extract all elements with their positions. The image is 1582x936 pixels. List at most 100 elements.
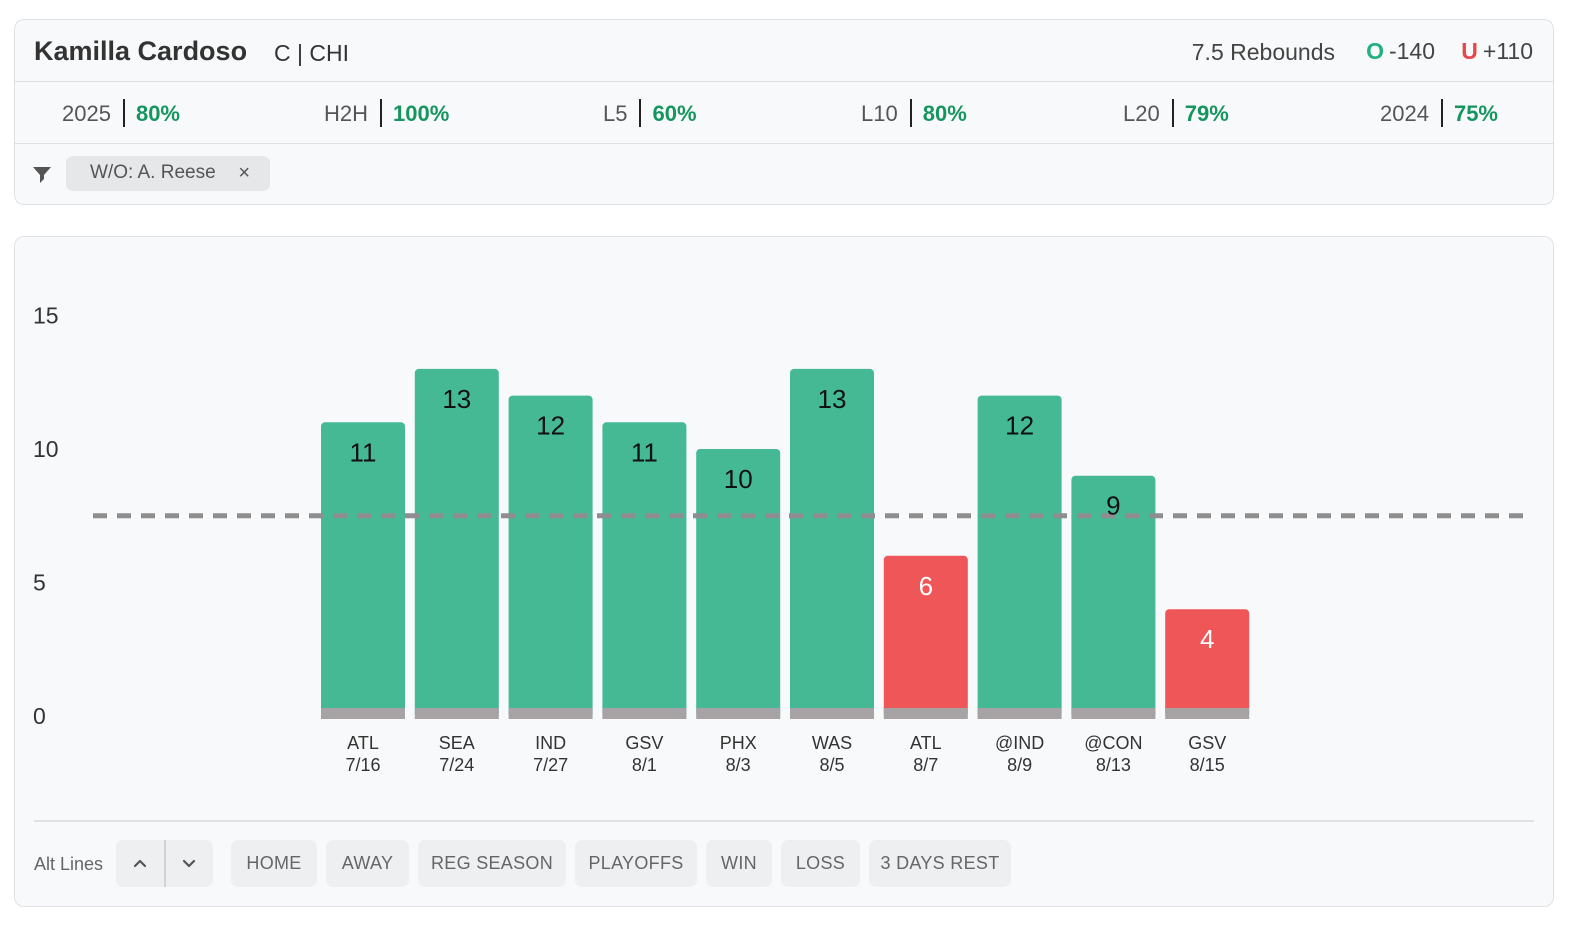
stepper-divider: [164, 840, 166, 887]
stat-pct: 80%: [135, 101, 180, 126]
x-tick-date: 8/9: [1007, 755, 1032, 775]
x-tick-opponent: IND: [535, 733, 566, 753]
stat-h2h[interactable]: H2H 100%: [324, 99, 450, 129]
bar[interactable]: [883, 555, 968, 718]
bar-value-label: 11: [631, 437, 658, 467]
stat-divider: [122, 99, 125, 128]
under-odds[interactable]: U +110: [1461, 38, 1533, 65]
bars: [321, 368, 1250, 719]
over-odds[interactable]: O -140: [1366, 38, 1435, 65]
x-tick-date: 7/24: [439, 755, 474, 775]
bar-value-label: 9: [1106, 491, 1120, 521]
chevron-down-icon[interactable]: [165, 840, 213, 887]
y-axis: 0 5 10 15: [33, 303, 59, 730]
y-tick-label: 10: [33, 436, 59, 462]
stat-2024[interactable]: 2024 75%: [1380, 99, 1498, 129]
bar-base: [321, 708, 405, 719]
x-tick-opponent: PHX: [720, 733, 757, 753]
filter-chip-without-player[interactable]: W/O: A. Reese ×: [66, 156, 270, 191]
stat-pct: 79%: [1184, 101, 1229, 126]
x-tick-date: 8/5: [819, 755, 844, 775]
bar-value-labels: 11 13 12 11 10 13 6 12 9 4: [350, 384, 1215, 654]
x-tick-date: 8/15: [1190, 755, 1225, 775]
y-tick-label: 0: [33, 703, 46, 729]
bar[interactable]: [602, 422, 687, 718]
y-tick-label: 15: [33, 303, 59, 329]
stat-l5[interactable]: L5 60%: [603, 99, 697, 129]
y-tick-label: 5: [33, 570, 46, 596]
bar[interactable]: [1165, 609, 1250, 718]
bar-value-label: 13: [442, 384, 471, 414]
stat-label: L5: [603, 101, 628, 126]
close-icon[interactable]: ×: [238, 162, 250, 184]
player-position-team: C | CHI: [274, 40, 349, 66]
bar-base: [1071, 708, 1156, 719]
bar-base: [696, 708, 781, 719]
stat-pct: 60%: [652, 101, 697, 126]
stat-label: L10: [861, 101, 898, 126]
stat-l20[interactable]: L20 79%: [1123, 99, 1229, 129]
filter-3-days-rest-button[interactable]: 3 DAYS REST: [869, 840, 1011, 887]
bar[interactable]: [790, 368, 874, 718]
filter-away-button[interactable]: AWAY: [326, 840, 409, 887]
filter-home-button[interactable]: HOME: [231, 840, 317, 887]
prop-header: Kamilla Cardoso C | CHI 7.5 Rebounds O -1…: [15, 20, 1553, 82]
x-axis: ATL7/16SEA7/24IND7/27GSV8/1PHX8/3WAS8/5A…: [345, 733, 1226, 775]
game-log-chart-card: 0 5 10 15 11 13 12 11 10 13 6 12 9 4 ATL 7/16 SEA 7/24 I…: [14, 236, 1554, 907]
x-tick-opponent: @IND: [995, 733, 1044, 753]
x-tick-opponent: @CON: [1084, 733, 1142, 753]
bar-base: [414, 708, 499, 719]
alt-lines-stepper: [116, 840, 213, 887]
filter-chip-label: W/O: A. Reese: [90, 162, 216, 183]
stat-pct: 75%: [1453, 101, 1498, 126]
x-tick-date: 7/27: [533, 755, 568, 775]
stat-label: L20: [1123, 101, 1160, 126]
hit-rate-row: 2025 80% H2H 100% L5 60% L10 80% L20 79% 2024…: [15, 82, 1553, 144]
bar[interactable]: [321, 422, 405, 718]
stat-divider: [639, 99, 642, 128]
filter-win-button[interactable]: WIN: [706, 840, 772, 887]
stat-divider: [1440, 99, 1443, 128]
chevron-up-icon[interactable]: [116, 840, 164, 887]
bar[interactable]: [977, 395, 1062, 718]
stat-divider: [1171, 99, 1174, 128]
filter-loss-button[interactable]: LOSS: [781, 840, 860, 887]
controls-divider: [34, 820, 1534, 822]
alt-lines-label: Alt Lines: [34, 854, 104, 874]
stat-divider: [380, 99, 383, 128]
stat-label: H2H: [324, 101, 369, 126]
x-tick-date: 8/13: [1096, 755, 1131, 775]
bar-base: [508, 708, 593, 719]
x-tick-date: 8/7: [913, 755, 938, 775]
stat-pct: 100%: [393, 101, 450, 126]
bar[interactable]: [414, 368, 499, 718]
stat-l10[interactable]: L10 80%: [861, 99, 967, 129]
x-tick-opponent: ATL: [347, 733, 379, 753]
x-tick-opponent: GSV: [1188, 733, 1226, 753]
bar-base: [790, 708, 874, 719]
bar-value-label: 11: [350, 437, 377, 467]
bar-value-label: 12: [536, 411, 565, 441]
active-filters-row: W/O: A. Reese ×: [15, 144, 1553, 206]
over-odds-value: -140: [1388, 38, 1435, 64]
player-name[interactable]: Kamilla Cardoso: [34, 36, 248, 66]
prop-line-label: 7.5 Rebounds: [1191, 39, 1335, 65]
bar-base: [883, 708, 968, 719]
filter-playoffs-button[interactable]: PLAYOFFS: [575, 840, 697, 887]
bar-value-label: 4: [1200, 624, 1214, 654]
x-tick-opponent: SEA: [439, 733, 475, 753]
filter-reg-season-button[interactable]: REG SEASON: [418, 840, 566, 887]
stat-2025[interactable]: 2025 80%: [62, 99, 180, 129]
bar-value-label: 6: [919, 571, 933, 601]
x-tick-opponent: WAS: [812, 733, 852, 753]
bar-base: [977, 708, 1062, 719]
player-prop-card: Kamilla Cardoso C | CHI 7.5 Rebounds O -1…: [14, 19, 1554, 205]
bar-value-label: 13: [818, 384, 847, 414]
x-tick-date: 8/3: [726, 755, 751, 775]
bar[interactable]: [508, 395, 593, 718]
funnel-icon[interactable]: [32, 165, 52, 185]
bar-value-label: 12: [1005, 411, 1034, 441]
bar[interactable]: [1071, 475, 1156, 718]
stat-label: 2024: [1380, 101, 1429, 126]
